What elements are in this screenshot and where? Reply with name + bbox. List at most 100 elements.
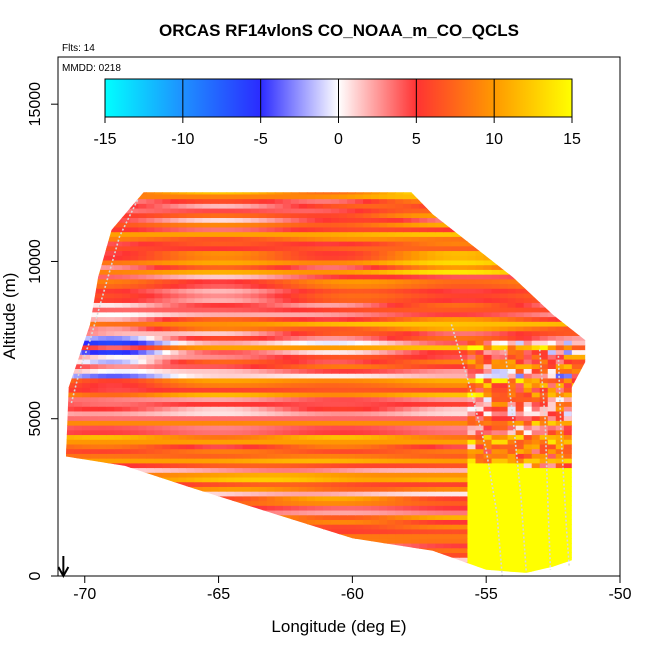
heatmap-cell [419, 509, 428, 516]
heatmap-cell [82, 382, 91, 388]
heatmap-cell [379, 288, 388, 294]
heatmap-cell [122, 495, 131, 502]
heatmap-cell [274, 509, 284, 516]
heatmap-cell [563, 458, 573, 464]
heatmap-cell [66, 425, 67, 431]
heatmap-cell [491, 250, 501, 256]
heatmap-cell [250, 514, 260, 520]
heatmap-cell [258, 396, 268, 403]
heatmap-cell [371, 524, 380, 530]
heatmap-cell [435, 358, 444, 365]
heatmap-cell [274, 335, 284, 341]
heatmap-cell [290, 330, 300, 336]
heatmap-cell [427, 340, 436, 346]
heatmap-cell [403, 259, 412, 266]
heatmap-cell [66, 406, 67, 412]
heatmap-cell [210, 307, 220, 313]
heatmap-cell [170, 316, 180, 322]
heatmap-cell [563, 401, 573, 407]
heatmap-cell [395, 514, 404, 520]
heatmap-cell [186, 415, 196, 421]
heatmap-cell [66, 557, 75, 563]
heatmap-cell [178, 241, 188, 247]
heatmap-cell [411, 429, 420, 436]
heatmap-cell [146, 250, 155, 256]
heatmap-cell [186, 255, 196, 261]
heatmap-cell [491, 302, 501, 308]
heatmap-cell [218, 566, 228, 572]
heatmap-cell [90, 552, 99, 558]
heatmap-cell [314, 519, 324, 525]
heatmap-cell [451, 462, 461, 469]
heatmap-cell [66, 505, 67, 511]
heatmap-cell [106, 222, 115, 228]
heatmap-cell [515, 316, 525, 322]
heatmap-cell [459, 330, 469, 336]
heatmap-cell [314, 245, 324, 252]
heatmap-cell [330, 387, 340, 393]
heatmap-cell [306, 335, 316, 341]
heatmap-cell [515, 231, 525, 237]
heatmap-cell [475, 349, 485, 355]
heatmap-cell [250, 226, 260, 233]
heatmap-cell [242, 453, 252, 459]
heatmap-cell [515, 538, 525, 544]
heatmap-cell [451, 561, 461, 568]
heatmap-cell [387, 538, 396, 544]
heatmap-cell [306, 226, 316, 233]
heatmap-cell [170, 415, 180, 421]
heatmap-cell [242, 241, 252, 247]
heatmap-cell [130, 495, 139, 502]
heatmap-cell [571, 491, 581, 497]
heatmap-cell [202, 377, 212, 384]
heatmap-cell [427, 231, 436, 237]
heatmap-cell [282, 274, 292, 280]
heatmap-cell [435, 302, 444, 308]
heatmap-cell [218, 439, 228, 445]
heatmap-cell [467, 557, 477, 563]
heatmap-cell [162, 387, 171, 393]
heatmap-cell [274, 368, 284, 374]
heatmap-cell [98, 462, 107, 469]
heatmap-cell [162, 264, 171, 270]
heatmap-cell [242, 425, 252, 431]
heatmap-cell [339, 434, 348, 440]
heatmap-cell [82, 566, 91, 572]
heatmap-cell [395, 292, 404, 299]
heatmap-cell [419, 330, 428, 336]
heatmap-cell [82, 552, 91, 558]
heatmap-cell [475, 316, 485, 322]
heatmap-cell [242, 434, 252, 440]
heatmap-cell [339, 425, 348, 431]
heatmap-cell [523, 439, 533, 445]
heatmap-cell [306, 519, 316, 525]
heatmap-cell [66, 519, 75, 525]
heatmap-cell [194, 519, 204, 525]
heatmap-cell [138, 316, 147, 322]
heatmap-cell [66, 222, 67, 228]
heatmap-cell [539, 458, 549, 464]
heatmap-cell [491, 226, 501, 233]
heatmap-cell [114, 458, 123, 464]
heatmap-cell [588, 373, 597, 378]
heatmap-cell [90, 505, 99, 511]
heatmap-cell [515, 514, 525, 520]
heatmap-cell [98, 283, 107, 289]
heatmap-cell [106, 439, 115, 445]
heatmap-cell [298, 330, 308, 336]
heatmap-cell [242, 509, 252, 516]
heatmap-cell [250, 264, 260, 270]
heatmap-cell [499, 373, 509, 379]
heatmap-cell [515, 495, 525, 502]
heatmap-cell [387, 429, 396, 436]
heatmap-cell [218, 231, 228, 237]
heatmap-cell [202, 278, 212, 285]
heatmap-cell [571, 245, 581, 252]
heatmap-cell [483, 335, 493, 341]
heatmap-cell [419, 259, 428, 266]
heatmap-cell [82, 415, 91, 421]
heatmap-cell [210, 269, 220, 275]
heatmap-cell [186, 467, 196, 473]
heatmap-cell [218, 325, 228, 332]
heatmap-cell [186, 557, 196, 563]
